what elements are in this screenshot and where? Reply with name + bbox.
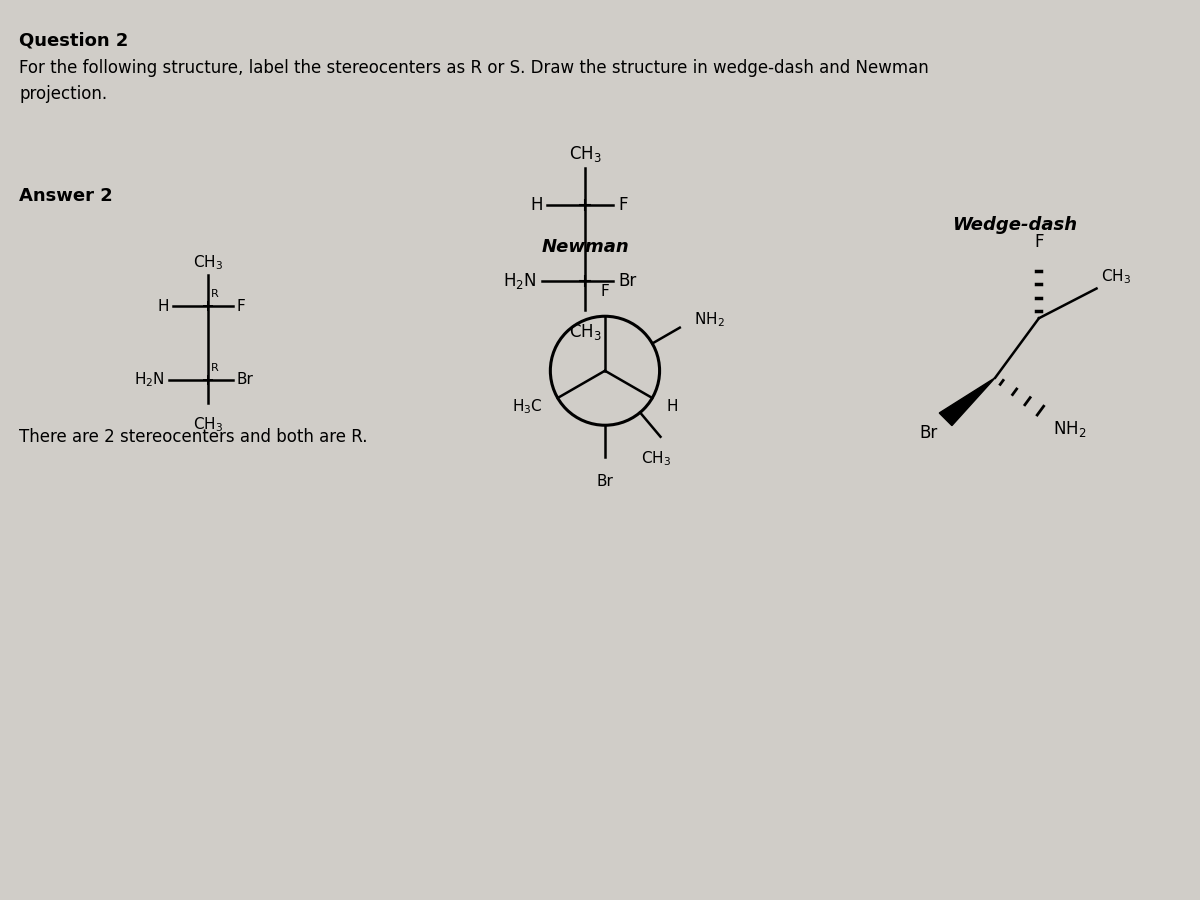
Text: Wedge-dash: Wedge-dash (953, 216, 1078, 234)
Text: H: H (530, 196, 542, 214)
Text: $\mathrm{CH_3}$: $\mathrm{CH_3}$ (569, 144, 601, 164)
Polygon shape (940, 378, 995, 426)
Text: H: H (667, 399, 678, 414)
Text: F: F (236, 299, 246, 314)
Text: $\mathrm{H_3C}$: $\mathrm{H_3C}$ (512, 397, 544, 416)
Text: $\mathrm{NH_2}$: $\mathrm{NH_2}$ (695, 310, 725, 328)
Text: There are 2 stereocenters and both are R.: There are 2 stereocenters and both are R… (19, 428, 367, 446)
Text: $\mathrm{H_2N}$: $\mathrm{H_2N}$ (503, 271, 536, 291)
Text: Br: Br (919, 424, 937, 442)
Text: Br: Br (618, 272, 637, 290)
Text: For the following structure, label the stereocenters as R or S. Draw the structu: For the following structure, label the s… (19, 58, 929, 76)
Text: $\mathrm{H_2N}$: $\mathrm{H_2N}$ (134, 370, 164, 389)
Text: F: F (600, 284, 610, 300)
Text: $\mathrm{CH_3}$: $\mathrm{CH_3}$ (193, 253, 223, 272)
Text: projection.: projection. (19, 86, 107, 104)
Text: $\mathrm{CH_3}$: $\mathrm{CH_3}$ (193, 415, 223, 434)
Text: Newman: Newman (541, 238, 629, 256)
Text: R: R (211, 290, 218, 300)
Text: $\mathrm{CH_3}$: $\mathrm{CH_3}$ (1102, 266, 1132, 285)
Text: $\mathrm{CH_3}$: $\mathrm{CH_3}$ (641, 450, 671, 468)
Text: Br: Br (236, 373, 253, 387)
Text: $\mathrm{CH_3}$: $\mathrm{CH_3}$ (569, 322, 601, 342)
Text: Answer 2: Answer 2 (19, 187, 113, 205)
Text: R: R (211, 363, 218, 373)
Text: H: H (157, 299, 169, 314)
Text: F: F (618, 196, 628, 214)
Text: $\mathrm{NH_2}$: $\mathrm{NH_2}$ (1052, 419, 1086, 439)
Text: Question 2: Question 2 (19, 32, 128, 50)
Text: Br: Br (596, 473, 613, 489)
Text: F: F (1034, 233, 1044, 251)
